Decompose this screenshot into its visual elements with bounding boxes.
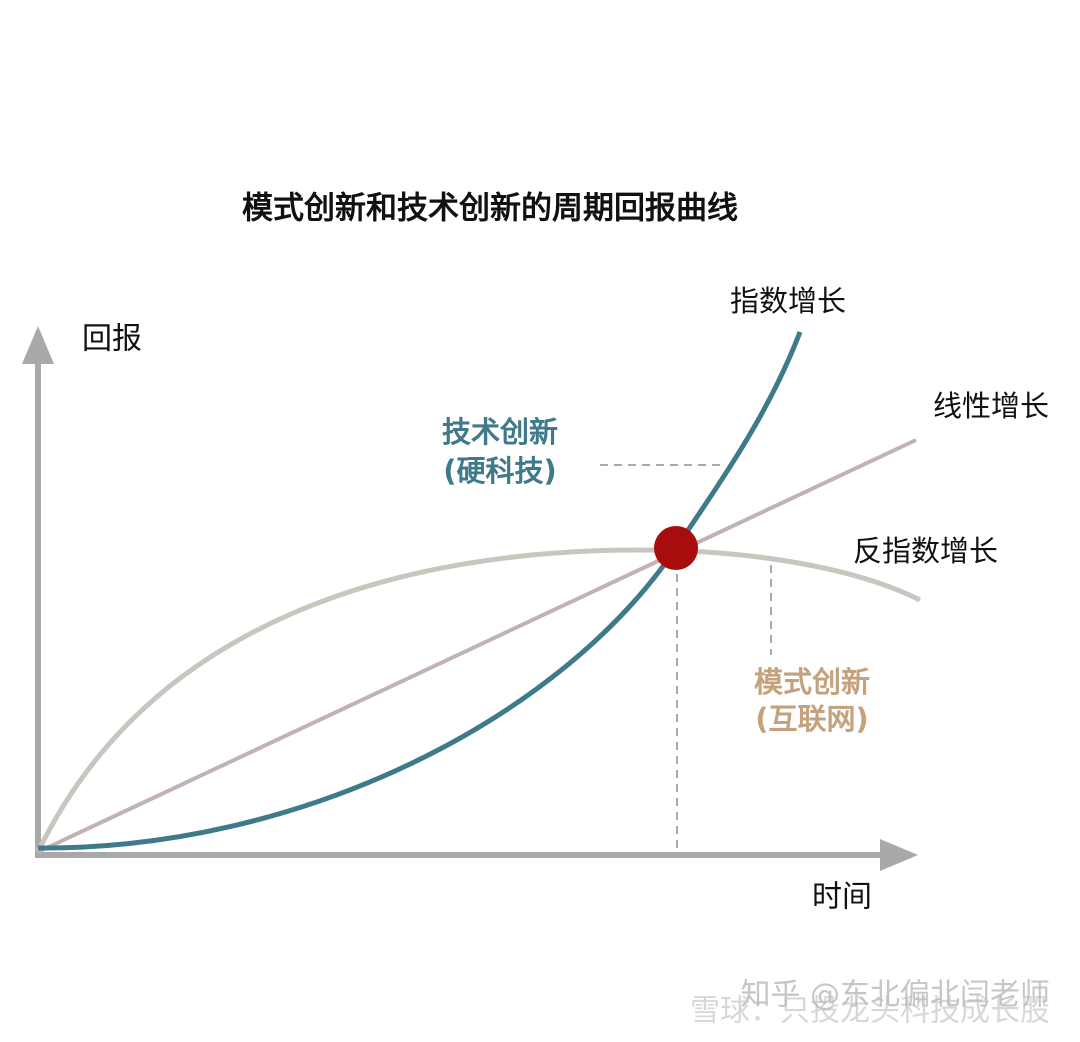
watermark: 知乎 @东北偏北闫老师: [740, 978, 1050, 1013]
exponential-curve: [37, 331, 803, 851]
annotation: (硬科技): [443, 454, 557, 488]
watermark: 雪球：只投龙头科技成长股: [690, 994, 1050, 1029]
curve-label: 反指数增长: [853, 534, 998, 568]
anti-exponential-curve: [35, 547, 922, 854]
curve-label: 线性增长: [933, 389, 1049, 423]
y-axis-label: 回报: [82, 322, 142, 357]
x-axis-arrow: [880, 839, 918, 871]
curve-label: 指数增长: [730, 284, 846, 318]
title: 模式创新和技术创新的周期回报曲线: [242, 191, 738, 227]
y-axis-arrow: [22, 326, 54, 364]
annotation: 技术创新: [442, 415, 558, 449]
intersection-point: [654, 526, 698, 570]
annotation: (互联网): [755, 702, 869, 736]
x-axis-label: 时间: [812, 880, 872, 915]
linear-line: [37, 438, 917, 854]
annotation: 模式创新: [754, 665, 870, 699]
